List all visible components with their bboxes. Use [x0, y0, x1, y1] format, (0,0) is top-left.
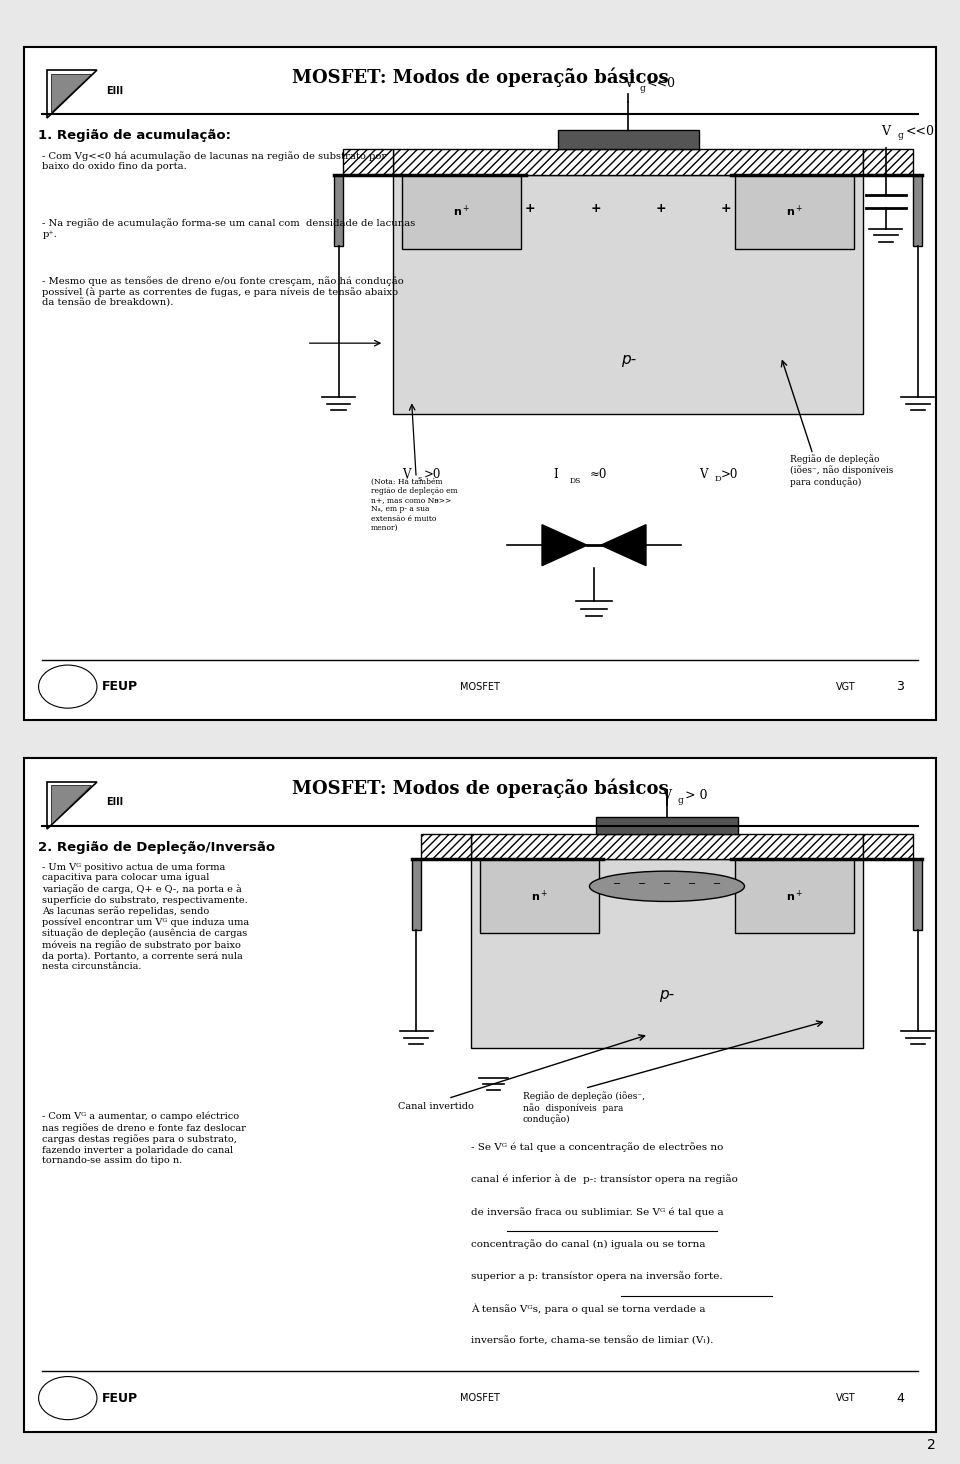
- Ellipse shape: [589, 871, 745, 902]
- Text: EIII: EIII: [106, 796, 123, 807]
- Text: À tensão Vᴳs, para o qual se torna verdade a: À tensão Vᴳs, para o qual se torna verda…: [470, 1304, 706, 1315]
- Text: V: V: [881, 124, 890, 138]
- Bar: [420, 834, 470, 859]
- Text: VGT: VGT: [835, 682, 855, 691]
- Bar: [470, 859, 863, 1048]
- Text: - Na região de acumulação forma-se um canal com  densidade de lacunas
p⁺.: - Na região de acumulação forma-se um ca…: [42, 218, 416, 239]
- Text: 1. Região de acumulação:: 1. Região de acumulação:: [37, 129, 230, 142]
- Text: n$^+$: n$^+$: [786, 203, 804, 220]
- Text: MOSFET: Modos de operação básicos: MOSFET: Modos de operação básicos: [292, 67, 668, 86]
- Text: −: −: [638, 880, 646, 889]
- Polygon shape: [601, 524, 646, 565]
- Text: MOSFET: MOSFET: [460, 1394, 500, 1403]
- Text: MOSFET: MOSFET: [460, 682, 500, 691]
- Text: Região de depleção
(iões⁻, não disponíveis
para condução): Região de depleção (iões⁻, não disponíve…: [790, 454, 894, 486]
- Text: s: s: [418, 476, 422, 483]
- Text: - Se Vᴳ é tal que a concentração de electrões no: - Se Vᴳ é tal que a concentração de elec…: [470, 1142, 723, 1152]
- Text: −: −: [613, 880, 621, 889]
- Bar: [596, 817, 737, 834]
- Text: EIII: EIII: [106, 85, 123, 95]
- Text: - Com Vg<<0 há acumulação de lacunas na região de substrato por
baixo do oxido f: - Com Vg<<0 há acumulação de lacunas na …: [42, 151, 387, 171]
- Bar: [913, 859, 923, 930]
- Bar: [863, 834, 913, 859]
- Text: g: g: [639, 83, 645, 94]
- Bar: [402, 174, 521, 249]
- Text: ≈0: ≈0: [589, 468, 607, 482]
- Text: 4: 4: [897, 1392, 904, 1404]
- Bar: [334, 174, 344, 246]
- Text: +: +: [721, 202, 732, 215]
- Text: 2. Região de Depleção/Inversão: 2. Região de Depleção/Inversão: [37, 840, 275, 854]
- Bar: [480, 859, 599, 934]
- Bar: [412, 859, 420, 930]
- Text: n$^+$: n$^+$: [453, 203, 470, 220]
- Text: VGT: VGT: [835, 1394, 855, 1403]
- Text: −: −: [712, 880, 721, 889]
- Text: >0: >0: [423, 468, 441, 482]
- Text: canal é inferior à de  p-: transístor opera na região: canal é inferior à de p-: transístor ope…: [470, 1174, 737, 1184]
- Text: inversão forte, chama-se tensão de limiar (Vₗ).: inversão forte, chama-se tensão de limia…: [470, 1337, 713, 1345]
- Text: I: I: [553, 468, 558, 482]
- Bar: [558, 130, 699, 149]
- Text: +: +: [525, 202, 536, 215]
- Text: V: V: [699, 468, 708, 482]
- Text: 3: 3: [897, 681, 904, 692]
- Polygon shape: [47, 70, 97, 117]
- Text: D: D: [714, 476, 721, 483]
- Text: Região de depleção (iões⁻,
não  disponíveis  para
condução): Região de depleção (iões⁻, não disponíve…: [523, 1092, 645, 1124]
- Text: - Um Vᴳ positivo actua de uma forma
capacitiva para colocar uma igual
variação d: - Um Vᴳ positivo actua de uma forma capa…: [42, 862, 250, 971]
- Text: de inversão fraca ou sublimiar. Se Vᴳ é tal que a: de inversão fraca ou sublimiar. Se Vᴳ é …: [470, 1206, 724, 1217]
- Bar: [394, 174, 863, 414]
- Text: +: +: [590, 202, 601, 215]
- Text: <<0: <<0: [906, 124, 935, 138]
- Text: p-: p-: [620, 353, 636, 367]
- Bar: [735, 859, 854, 934]
- Text: V: V: [662, 789, 671, 802]
- Polygon shape: [52, 785, 90, 824]
- Text: Canal invertido: Canal invertido: [397, 1102, 474, 1111]
- Text: +: +: [656, 202, 666, 215]
- Text: concentração do canal (n) iguala ou se torna: concentração do canal (n) iguala ou se t…: [470, 1239, 706, 1249]
- Text: - Com Vᴳ a aumentar, o campo eléctrico
nas regiões de dreno e fonte faz deslocar: - Com Vᴳ a aumentar, o campo eléctrico n…: [42, 1113, 246, 1165]
- Text: >0: >0: [721, 468, 738, 482]
- Text: 2: 2: [927, 1438, 936, 1452]
- Bar: [344, 149, 394, 174]
- Bar: [394, 149, 863, 174]
- Bar: [913, 174, 923, 246]
- Bar: [735, 174, 854, 249]
- Bar: [470, 834, 863, 859]
- Text: superior a p: transístor opera na inversão forte.: superior a p: transístor opera na invers…: [470, 1272, 723, 1281]
- Polygon shape: [542, 524, 588, 565]
- Text: n$^+$: n$^+$: [786, 889, 804, 905]
- Text: n$^+$: n$^+$: [531, 889, 548, 905]
- Text: g: g: [898, 132, 903, 141]
- Text: MOSFET: Modos de operação básicos: MOSFET: Modos de operação básicos: [292, 779, 668, 798]
- Text: (Nota: Há também
região de depleção em
n+, mas como Nᴃ>>
Nₐ, em p- a sua
extensã: (Nota: Há também região de depleção em n…: [371, 477, 457, 531]
- Bar: [863, 149, 913, 174]
- Text: > 0: > 0: [685, 789, 708, 802]
- Text: - Mesmo que as tensões de dreno e/ou fonte cresçam, não há condução
possível (à : - Mesmo que as tensões de dreno e/ou fon…: [42, 275, 404, 307]
- Text: −: −: [687, 880, 696, 889]
- Polygon shape: [47, 782, 97, 829]
- Text: FEUP: FEUP: [102, 1392, 137, 1404]
- Text: DS: DS: [569, 477, 581, 485]
- Text: V: V: [402, 468, 411, 482]
- Text: −: −: [663, 880, 671, 889]
- Text: g: g: [678, 795, 684, 805]
- Text: V: V: [624, 78, 633, 91]
- Text: p-: p-: [660, 987, 675, 1001]
- Polygon shape: [52, 73, 90, 113]
- Text: FEUP: FEUP: [102, 681, 137, 692]
- Text: <<0: <<0: [646, 78, 676, 91]
